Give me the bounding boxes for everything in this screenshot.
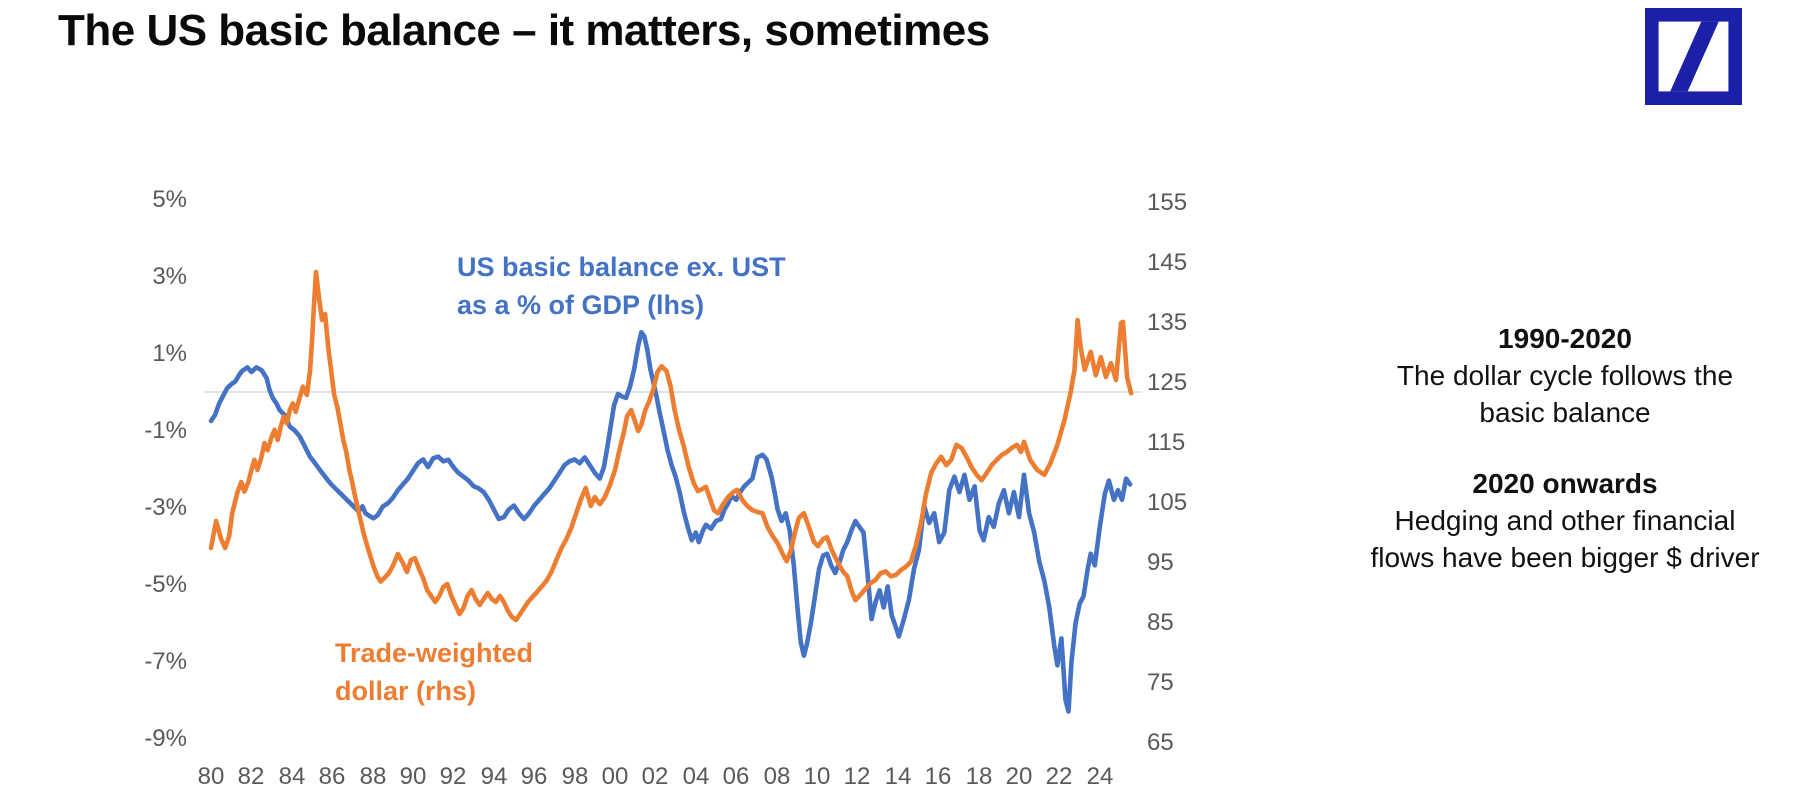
deutsche-bank-logo [1645, 8, 1742, 105]
y-axis-label-right: 75 [1147, 669, 1174, 696]
y-axis-label-right: 125 [1147, 369, 1188, 396]
y-axis-label-right: 105 [1147, 489, 1188, 516]
dollar-line [208, 269, 1134, 623]
annotation-text-line: flows have been bigger $ driver [1370, 542, 1760, 573]
y-axis-label-left: 1% [152, 340, 187, 367]
x-axis-label: 00 [601, 763, 629, 790]
annotation-period-1: 1990-2020 The dollar cycle follows the b… [1330, 320, 1800, 431]
x-axis-label: 96 [520, 763, 548, 790]
y-axis-label-left: 5% [152, 186, 187, 213]
y-axis-label-right: 95 [1147, 549, 1174, 576]
y-axis-label-right: 135 [1147, 309, 1188, 336]
x-axis-label: 04 [682, 763, 710, 790]
x-axis-label: 18 [965, 763, 993, 790]
x-axis-label: 86 [318, 763, 346, 790]
x-axis-label: 24 [1086, 763, 1114, 790]
x-axis-label: 20 [1005, 763, 1033, 790]
x-axis-label: 22 [1045, 763, 1073, 790]
x-axis-label: 10 [803, 763, 831, 790]
x-axis-label: 94 [480, 763, 508, 790]
y-axis-label-left: -3% [144, 494, 187, 521]
x-axis-label: 92 [439, 763, 467, 790]
x-axis-label: 12 [843, 763, 871, 790]
legend-basic-balance-line1: US basic balance ex. UST [457, 252, 786, 282]
annotation-period-2: 2020 onwards Hedging and other financial… [1330, 465, 1800, 576]
logo-slash-icon [1670, 21, 1719, 92]
x-axis-label: 16 [924, 763, 952, 790]
y-axis-label-left: -9% [144, 725, 187, 752]
y-axis-label-right: 115 [1147, 429, 1186, 456]
x-axis-label: 02 [641, 763, 669, 790]
y-axis-label-right: 65 [1147, 729, 1174, 756]
x-axis-label: 88 [359, 763, 387, 790]
annotation-text-line: Hedging and other financial [1394, 505, 1736, 536]
basic-balance-line [208, 329, 1133, 714]
annotation-heading-2020-onwards: 2020 onwards [1472, 468, 1658, 499]
x-axis-label: 90 [399, 763, 427, 790]
x-axis-label: 08 [763, 763, 791, 790]
side-annotation: 1990-2020 The dollar cycle follows the b… [1330, 320, 1800, 576]
legend-dollar-line2: dollar (rhs) [335, 676, 477, 706]
y-axis-label-right: 155 [1147, 189, 1188, 216]
x-axis-label: 98 [561, 763, 589, 790]
annotation-text-line: basic balance [1479, 397, 1651, 428]
legend-dollar: Trade-weighted dollar (rhs) [335, 634, 533, 710]
y-axis-label-right: 145 [1147, 249, 1188, 276]
legend-basic-balance-line2: as a % of GDP (lhs) [457, 290, 705, 320]
x-axis-label: 80 [197, 763, 225, 790]
annotation-text-line: The dollar cycle follows the [1396, 360, 1734, 391]
x-axis-label: 84 [278, 763, 306, 790]
y-axis-label-left: -1% [144, 417, 187, 444]
x-axis-label: 06 [722, 763, 750, 790]
page-title: The US basic balance – it matters, somet… [58, 6, 990, 55]
x-axis-label: 14 [884, 763, 912, 790]
y-axis-label-left: 3% [152, 263, 187, 290]
legend-basic-balance: US basic balance ex. UST as a % of GDP (… [457, 248, 786, 324]
x-axis-label: 82 [237, 763, 265, 790]
annotation-heading-1990-2020: 1990-2020 [1498, 323, 1632, 354]
y-axis-label-left: -7% [144, 648, 187, 675]
legend-dollar-line1: Trade-weighted [335, 638, 534, 668]
y-axis-label-left: -5% [144, 571, 187, 598]
y-axis-label-right: 85 [1147, 609, 1174, 636]
